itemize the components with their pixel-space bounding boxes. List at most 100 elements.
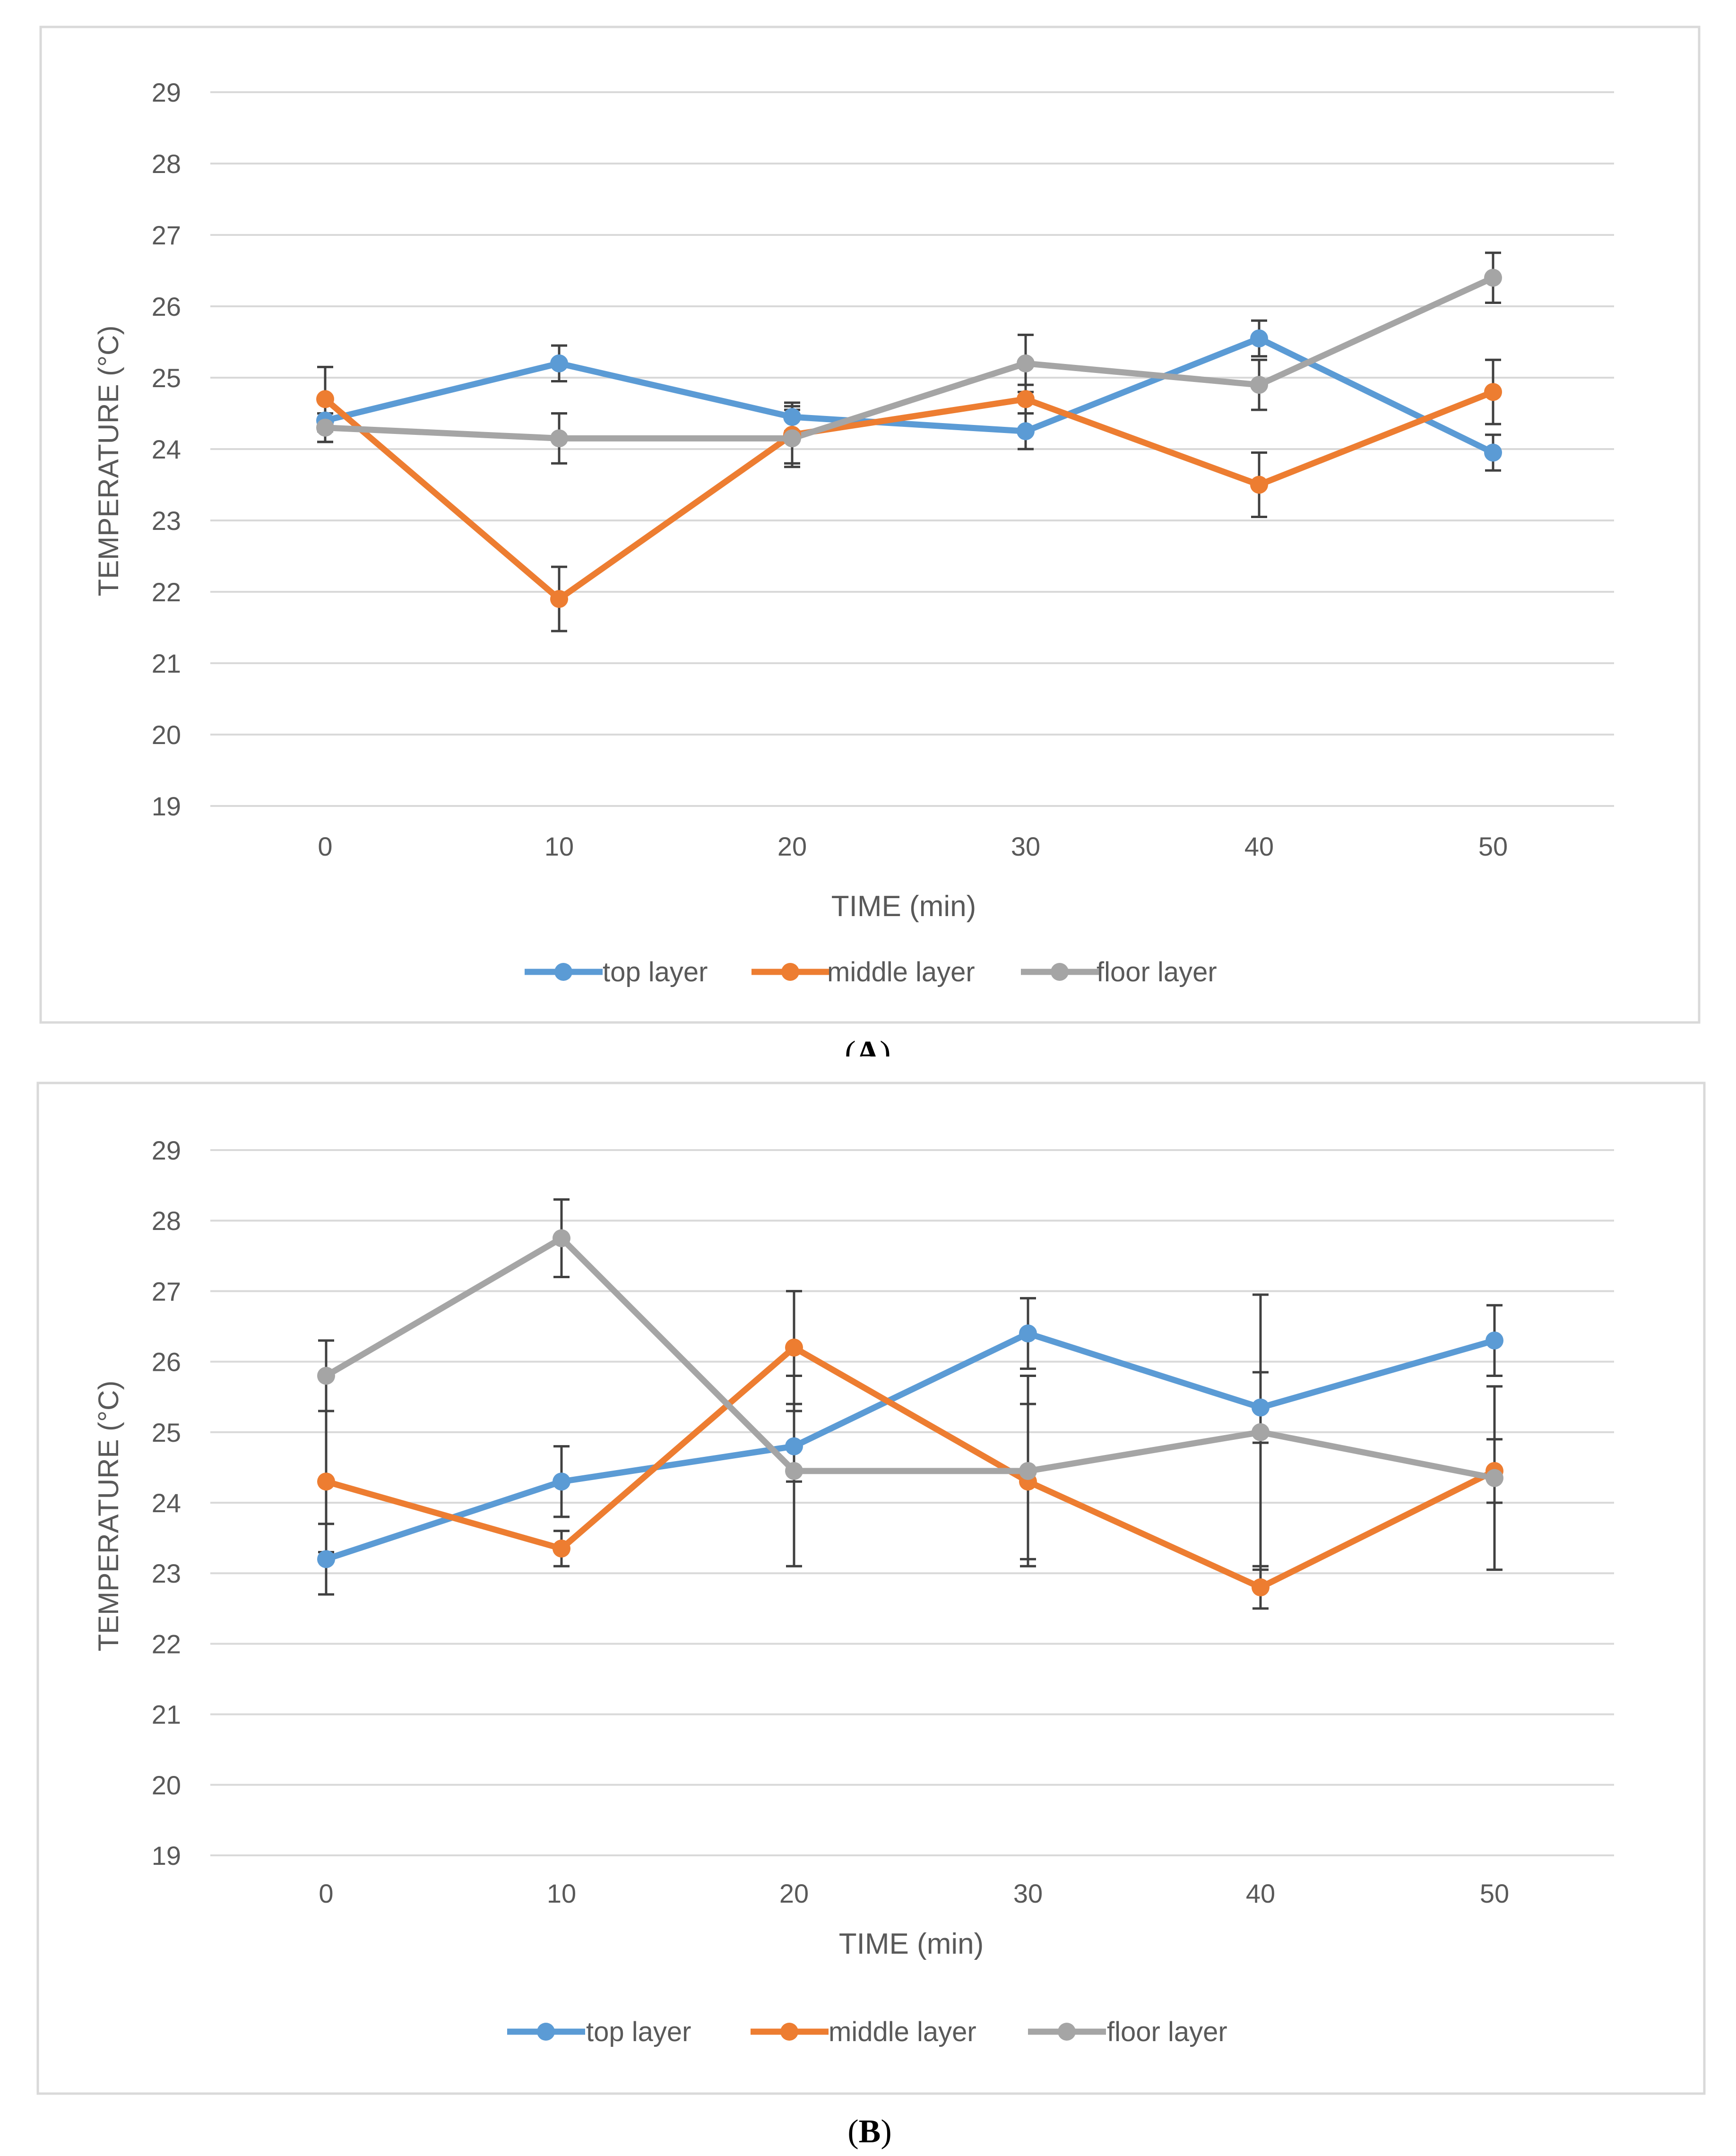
y-tick-label: 19	[152, 1841, 181, 1870]
data-point	[550, 354, 568, 372]
data-point	[783, 429, 801, 448]
legend-label: floor layer	[1107, 2017, 1227, 2047]
y-tick-label: 29	[152, 78, 181, 107]
legend-item: middle layer	[751, 957, 975, 987]
data-point	[316, 390, 334, 408]
x-tick-label: 40	[1244, 831, 1274, 861]
x-tick-label: 10	[547, 1879, 576, 1908]
data-point	[1252, 1578, 1270, 1597]
series-line	[323, 1330, 1498, 1562]
y-tick-label: 19	[152, 791, 181, 821]
y-tick-label: 28	[152, 149, 181, 179]
data-point	[1017, 354, 1035, 372]
legend: top layer middle layer floor layer	[525, 957, 1217, 987]
data-point	[317, 1472, 335, 1491]
x-axis-title: TIME (min)	[839, 1928, 984, 1960]
data-point	[1250, 376, 1268, 394]
y-tick-label: 27	[152, 1276, 181, 1306]
y-tick-label: 21	[152, 1700, 181, 1730]
data-point	[553, 1472, 570, 1491]
data-point	[1250, 329, 1268, 347]
legend-marker	[554, 963, 572, 981]
data-point	[1017, 422, 1035, 441]
y-tick-label: 23	[152, 506, 181, 536]
chart-a: 19 20 21 22 23 24 25 26 27 28 29 0 10 20 30 40 50 TEMPE…	[39, 26, 1701, 1056]
y-axis-title: TEMPERATURE (°C)	[93, 1381, 124, 1652]
data-point	[1019, 1324, 1037, 1342]
data-point	[1486, 1469, 1503, 1487]
y-tick-label: 21	[152, 649, 181, 678]
chart-frame	[39, 26, 1701, 1024]
x-tick-label: 50	[1480, 1879, 1509, 1908]
y-tick-label: 23	[152, 1559, 181, 1588]
data-point	[785, 1462, 803, 1480]
data-point	[1484, 268, 1502, 287]
legend-label: middle layer	[827, 957, 975, 987]
data-point	[1252, 1423, 1270, 1441]
x-axis-title: TIME (min)	[831, 890, 976, 923]
x-tick-label: 0	[319, 1879, 333, 1908]
data-point	[1019, 1462, 1037, 1480]
data-point	[1017, 390, 1035, 408]
legend: top layer middle layer floor layer	[507, 2017, 1227, 2047]
data-point	[1484, 443, 1502, 462]
panel-label: (B)	[847, 2113, 891, 2150]
x-tick-label: 10	[544, 831, 574, 861]
y-tick-label: 20	[152, 720, 181, 750]
x-tick-label: 50	[1478, 831, 1508, 861]
legend-item: floor layer	[1021, 957, 1217, 987]
y-tick-label: 24	[152, 1488, 181, 1518]
x-tick-label: 0	[318, 831, 332, 861]
y-tick-label: 27	[152, 220, 181, 250]
panel-label: (A)	[845, 1035, 890, 1056]
data-point	[783, 408, 801, 426]
y-tick-label: 26	[152, 292, 181, 321]
y-tick-label: 28	[152, 1206, 181, 1236]
series-line	[323, 1344, 1498, 1591]
data-point	[553, 1539, 570, 1558]
legend-item: top layer	[525, 957, 708, 987]
y-tick-label: 20	[152, 1770, 181, 1800]
legend-label: top layer	[603, 957, 708, 987]
legend-label: middle layer	[829, 2017, 976, 2047]
data-point	[553, 1229, 570, 1247]
series-line	[323, 1235, 1498, 1481]
data-point	[316, 418, 334, 437]
data-point	[550, 590, 568, 608]
legend-marker	[780, 2023, 798, 2041]
legend-marker	[1058, 2023, 1076, 2041]
x-tick-label: 30	[1013, 1879, 1043, 1908]
data-point	[1486, 1331, 1503, 1350]
y-tick-label: 25	[152, 363, 181, 393]
legend-item: floor layer	[1028, 2017, 1227, 2047]
y-tick-label: 22	[152, 577, 181, 607]
y-tick-label: 26	[152, 1347, 181, 1377]
data-point	[317, 1550, 335, 1568]
data-point	[785, 1437, 803, 1455]
y-axis-title: TEMPERATURE (°C)	[93, 326, 124, 597]
data-point	[550, 429, 568, 448]
legend-marker	[781, 963, 799, 981]
series-line	[322, 389, 1496, 602]
legend-item: middle layer	[751, 2017, 976, 2047]
x-tick-label: 20	[779, 1879, 809, 1908]
legend-marker	[537, 2023, 555, 2041]
x-tick-label: 40	[1246, 1879, 1275, 1908]
x-tick-label: 30	[1011, 831, 1040, 861]
y-tick-label: 25	[152, 1418, 181, 1447]
x-tick-label: 20	[777, 831, 807, 861]
series-line	[322, 335, 1496, 456]
data-point	[1252, 1398, 1270, 1417]
y-tick-label: 22	[152, 1629, 181, 1659]
y-tick-label: 24	[152, 434, 181, 464]
data-point	[317, 1367, 335, 1385]
series-line	[322, 275, 1496, 442]
legend-item: top layer	[507, 2017, 691, 2047]
chart-frame	[36, 1082, 1706, 2095]
y-tick-label: 29	[152, 1135, 181, 1165]
chart-b: 19 20 21 22 23 24 25 26 27 28 29 0 10 20 30 40 50 TEMPE…	[36, 1082, 1706, 2150]
data-point	[1484, 383, 1502, 401]
data-point	[785, 1338, 803, 1357]
legend-label: floor layer	[1097, 957, 1217, 987]
legend-marker	[1051, 963, 1069, 981]
